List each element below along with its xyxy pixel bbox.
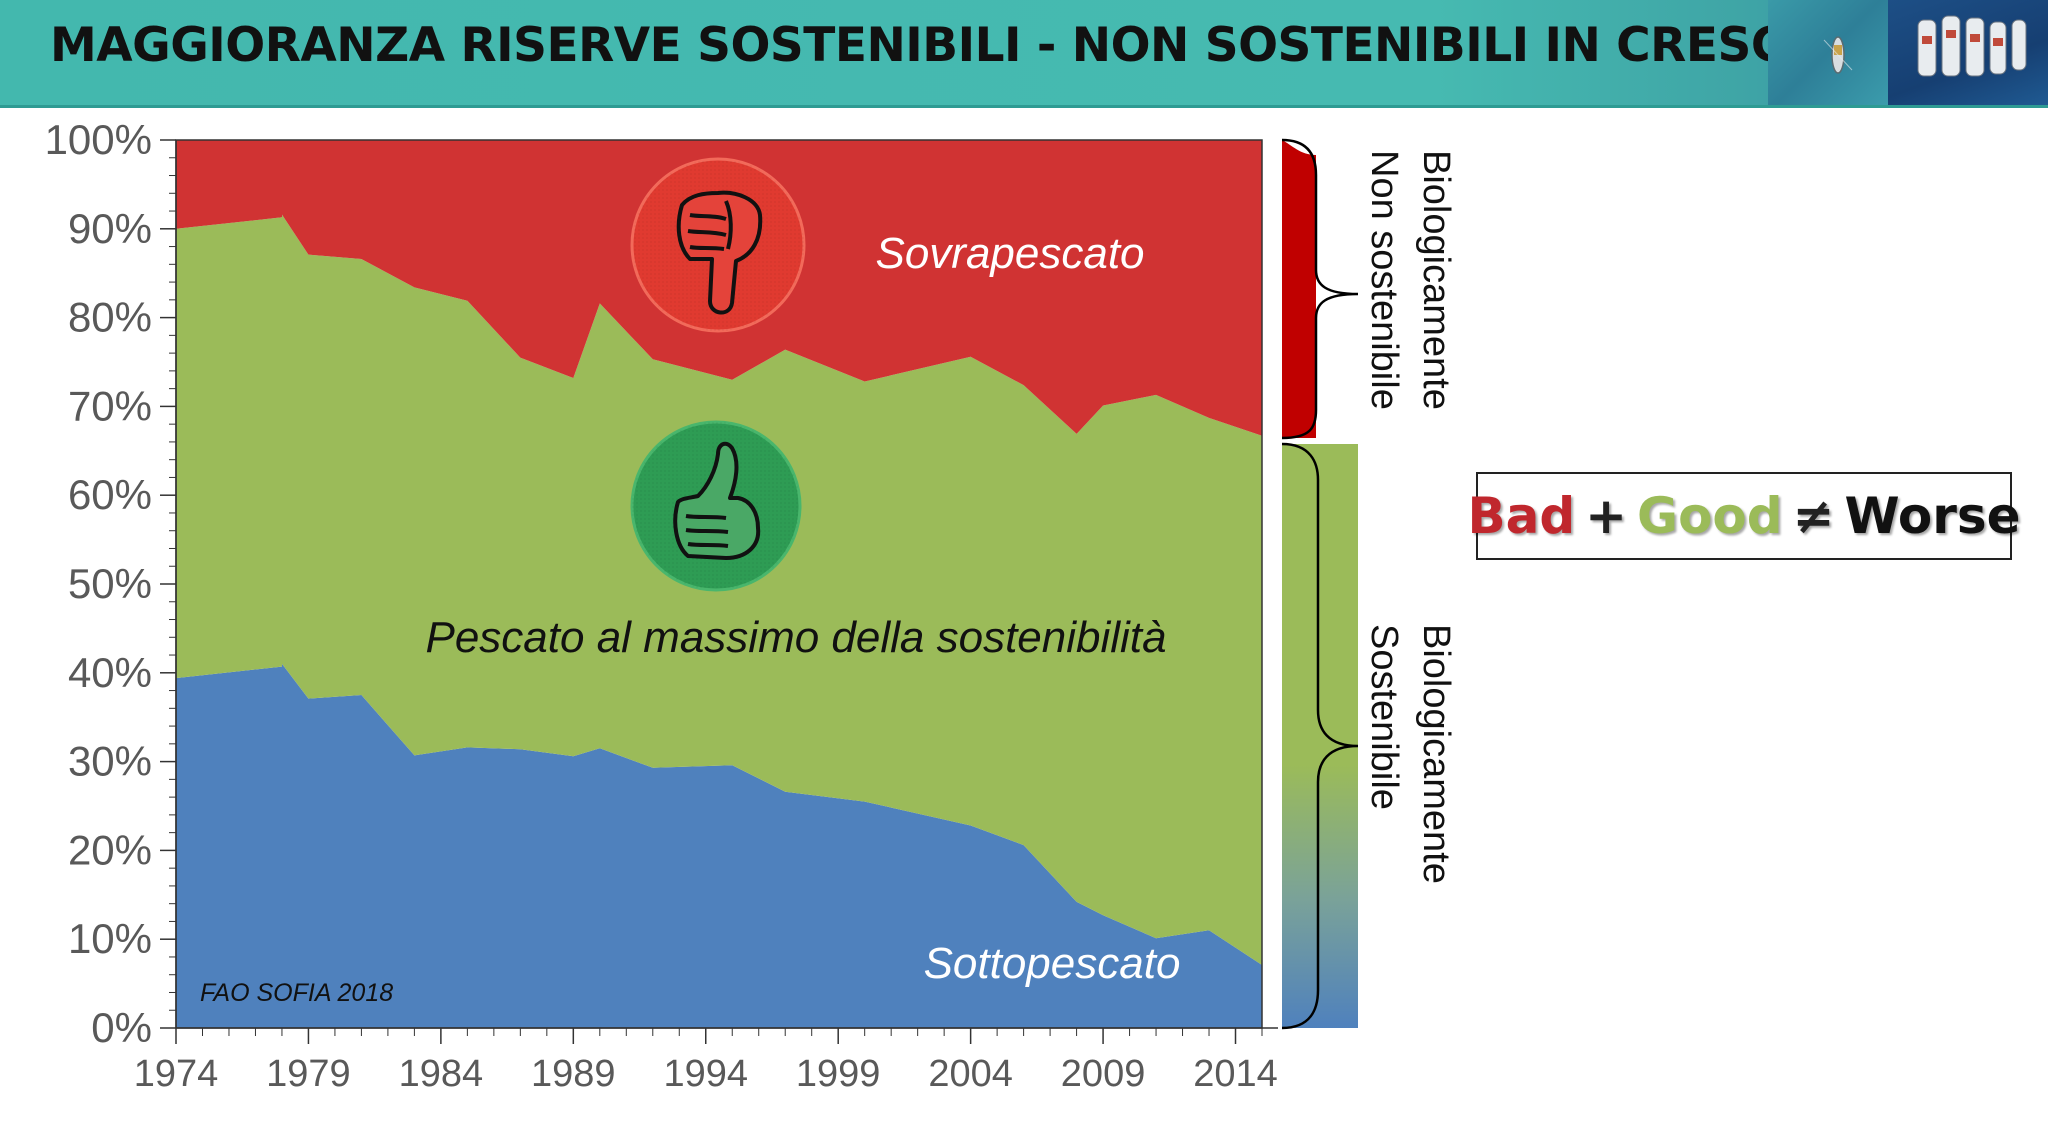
label-non-sustainable-line2: Non sostenibile — [1363, 150, 1405, 410]
formula-not-equal: ≠ — [1792, 487, 1835, 545]
thumbs-up-icon — [630, 420, 802, 592]
formula-good: Good — [1637, 487, 1783, 545]
formula-worse: Worse — [1844, 487, 2021, 545]
x-tick-label: 2004 — [928, 1053, 1013, 1095]
x-tick-label: 1989 — [531, 1053, 616, 1095]
label-overfished: Sovrapescato — [875, 229, 1144, 278]
label-sustainable-line1: Biologicamente — [1415, 624, 1457, 884]
boat-image — [1823, 36, 1853, 74]
formula-box: Bad + Good ≠ Worse — [1467, 472, 2021, 560]
y-axis: 0% 10% 20% 30% 40% 50% 60% 70% 80% 90% 100% — [45, 116, 177, 1051]
thumbs-down-icon — [630, 157, 806, 333]
x-tick-label: 1999 — [796, 1053, 881, 1095]
y-tick-label: 20% — [68, 826, 152, 873]
brace-sustainable — [1281, 442, 1359, 1030]
label-sustainable-line2: Sostenibile — [1363, 624, 1405, 810]
y-tick-label: 100% — [45, 116, 152, 163]
formula-bad: Bad — [1467, 487, 1576, 545]
page-title: MAGGIORANZA RISERVE SOSTENIBILI - NON SO… — [50, 18, 1866, 73]
y-tick-label: 50% — [68, 560, 152, 607]
label-underfished: Sottopescato — [924, 939, 1181, 988]
y-tick-label: 70% — [68, 382, 152, 429]
x-tick-label: 2009 — [1061, 1053, 1146, 1095]
brace-unsustainable — [1281, 138, 1359, 440]
x-axis: 1974 1979 1984 1989 1994 1999 2004 2009 2014 — [134, 1027, 1278, 1095]
y-tick-label: 90% — [68, 205, 152, 252]
label-max-sustainable: Pescato al massimo della sostenibilità — [425, 613, 1166, 662]
y-tick-label: 40% — [68, 649, 152, 696]
boat-photo — [1768, 0, 1888, 105]
formula-plus: + — [1585, 487, 1628, 545]
label-non-sustainable-line1: Biologicamente — [1415, 150, 1457, 410]
y-tick-label: 10% — [68, 915, 152, 962]
x-tick-label: 1984 — [399, 1053, 484, 1095]
x-tick-label: 1974 — [134, 1053, 219, 1095]
area-underfished — [176, 663, 1262, 1028]
x-tick-label: 2014 — [1193, 1053, 1278, 1095]
source-note: FAO SOFIA 2018 — [200, 979, 393, 1007]
boats-image — [1917, 15, 2027, 77]
title-banner: MAGGIORANZA RISERVE SOSTENIBILI - NON SO… — [0, 0, 2048, 108]
x-tick-label: 1994 — [663, 1053, 748, 1095]
y-tick-label: 80% — [68, 294, 152, 341]
y-tick-label: 60% — [68, 471, 152, 518]
y-tick-label: 0% — [91, 1004, 152, 1051]
x-tick-label: 1979 — [266, 1053, 351, 1095]
fishing-boats-photo — [1888, 0, 2048, 105]
label-non-sustainable: Biologicamente Non sostenibile — [1363, 150, 1457, 410]
y-tick-label: 30% — [68, 738, 152, 785]
label-sustainable: Biologicamente Sostenibile — [1363, 624, 1457, 884]
